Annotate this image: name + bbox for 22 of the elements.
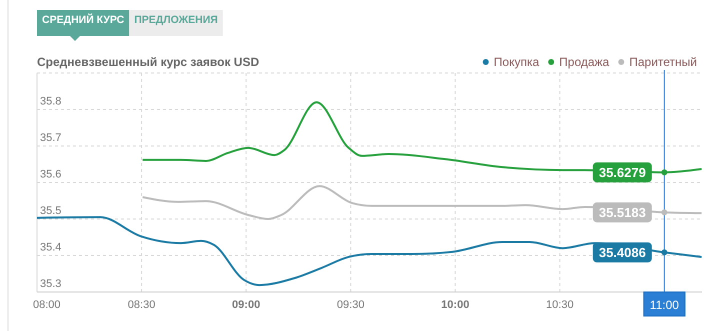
x-tick-label: 09:30: [336, 299, 364, 312]
legend-label: Покупка: [494, 55, 540, 69]
x-tick-label: 10:30: [546, 299, 574, 312]
text: СРЕДНИЙ КУРС: [42, 13, 125, 26]
data-label: 35.4086: [598, 244, 646, 260]
ref-line-label: 11:00: [650, 298, 680, 312]
y-tick-label: 35.4: [40, 242, 62, 254]
y-tick-label: 35.6: [40, 168, 62, 181]
data-label: 35.6279: [598, 164, 646, 180]
y-tick-label: 35.7: [40, 132, 62, 144]
y-tick-label: 35.8: [40, 96, 62, 108]
x-tick-label: 08:00: [33, 299, 61, 312]
text: ПРЕДЛОЖЕНИЯ: [134, 14, 218, 26]
legend-label: Продажа: [559, 55, 610, 69]
y-tick-label: 35.3: [40, 278, 62, 290]
data-label: 35.5183: [598, 204, 646, 220]
chart-title: Средневзвешенный курс заявок USD: [37, 55, 260, 69]
x-tick-label: 09:00: [232, 299, 260, 312]
x-tick-label: 08:30: [128, 299, 156, 312]
legend-label: Паритетный: [629, 55, 697, 69]
x-tick-label: 10:00: [441, 299, 470, 312]
y-tick-label: 35.5: [40, 205, 62, 218]
